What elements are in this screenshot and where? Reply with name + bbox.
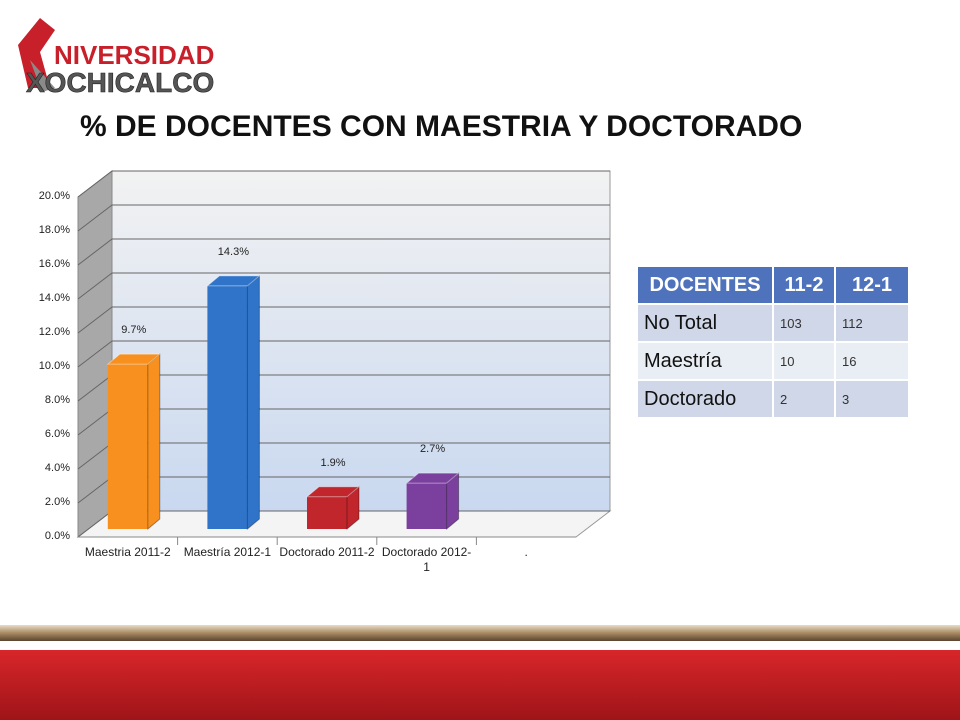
bar-side [147,353,161,531]
y-tick-label: 18.0% [38,224,70,236]
x-tick-label: Maestria 2011-2 [84,545,171,559]
chart-title: % DE DOCENTES CON MAESTRIA Y DOCTORADO [80,110,803,143]
row-label: Doctorado [636,379,774,419]
cell: 112 [834,303,910,343]
cell: 103 [772,303,836,343]
bar [106,353,162,531]
row-label: Maestría [636,341,774,381]
y-tick-label: 2.0% [44,496,70,508]
grid-line [77,306,610,334]
bar-top [206,275,261,287]
table-row: No Total 103 112 [636,303,910,343]
grid-line [77,340,610,368]
grid-line [77,238,610,266]
logo-line1: NIVERSIDAD [54,40,214,70]
logo-line2: XOCHICALCO [26,67,214,98]
value-label: 14.3% [217,245,249,258]
bar-front [107,364,148,529]
bar [305,485,361,531]
y-tick-label: 6.0% [44,428,70,440]
docentes-table: DOCENTES 11-2 12-1 No Total 103 112 Maestrí… [636,265,910,419]
bar-front [307,496,347,529]
row-label: No Total [636,303,774,343]
table-row: Doctorado 2 3 [636,379,910,419]
bar [405,472,460,531]
footer-band [0,650,960,720]
y-tick-label: 14.0% [38,292,70,304]
bar-top [305,486,361,498]
bar-top [405,472,460,484]
x-tick-label: Doctorado 2012-1 [381,545,472,574]
grid-line [77,204,610,232]
bar [206,274,261,531]
header-cell: 12-1 [834,265,910,305]
bar-side [246,274,260,531]
bar-front [207,285,248,529]
x-tick-label: . [524,545,528,559]
y-tick-label: 10.0% [38,360,70,372]
y-tick-label: 4.0% [44,462,70,474]
value-label: 1.9% [320,456,346,469]
y-tick-label: 20.0% [38,190,70,202]
cell: 3 [834,379,910,419]
bar-top [106,353,162,365]
x-tick-label: Doctorado 2011-2 [279,545,375,559]
y-tick-label: 8.0% [44,394,70,406]
grid-line [77,170,610,198]
y-tick-label: 16.0% [38,258,70,270]
header-cell: DOCENTES [636,265,774,305]
cell: 10 [772,341,836,381]
cell: 2 [772,379,836,419]
y-tick-label: 0.0% [44,530,70,542]
value-label: 9.7% [121,324,147,337]
header-cell: 11-2 [772,265,836,305]
value-label: 2.7% [420,443,446,456]
logo-mark [18,18,55,92]
bar-front [406,483,447,529]
x-tick-label: Maestría 2012-1 [183,545,272,559]
grid-line [77,272,610,300]
footer-stripe [0,625,960,641]
cell: 16 [834,341,910,381]
y-tick-label: 12.0% [38,326,70,338]
table-row: Maestría 10 16 [636,341,910,381]
